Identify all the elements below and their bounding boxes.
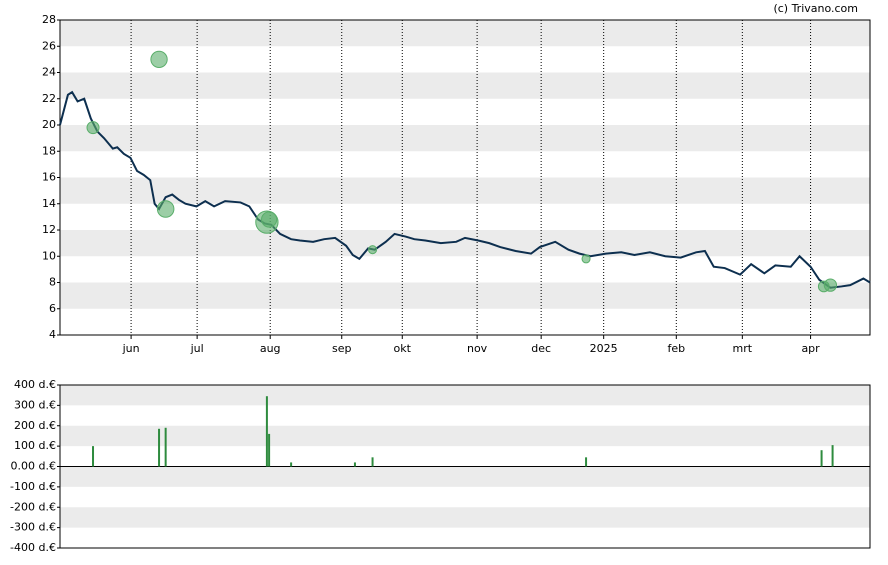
- y-tick-label: 20: [42, 118, 56, 131]
- y-tick-label: -400 d.€: [10, 541, 56, 554]
- grid-band: [60, 177, 870, 204]
- bar: [265, 396, 268, 467]
- grid-band: [60, 507, 870, 528]
- bar: [268, 433, 271, 467]
- x-tick-label: okt: [394, 342, 412, 355]
- bar: [158, 428, 161, 467]
- credit: (c) Trivano.com: [773, 2, 858, 15]
- x-tick-label: nov: [467, 342, 488, 355]
- y-tick-label: 8: [49, 276, 56, 289]
- bar: [290, 462, 293, 467]
- trade-bubble: [823, 278, 838, 292]
- y-tick-label: 28: [42, 13, 56, 26]
- x-tick-label: mrt: [733, 342, 753, 355]
- x-tick-label: jul: [190, 342, 204, 355]
- y-tick-label: 14: [42, 197, 56, 210]
- y-tick-label: 4: [49, 328, 56, 341]
- y-tick-label: 200 d.€: [14, 419, 56, 432]
- y-tick-label: 0.00 d.€: [11, 460, 56, 473]
- grid-band: [60, 72, 870, 99]
- y-tick-label: 12: [42, 223, 56, 236]
- bar: [371, 457, 374, 467]
- y-tick-label: 10: [42, 249, 56, 262]
- y-tick-label: -200 d.€: [10, 500, 56, 513]
- grid-band: [60, 20, 870, 47]
- bar: [831, 445, 834, 467]
- y-tick-label: 26: [42, 39, 56, 52]
- x-tick-label: feb: [667, 342, 685, 355]
- price-line: [59, 90, 871, 289]
- trade-bubble: [261, 211, 278, 228]
- grid-band: [60, 425, 870, 447]
- y-tick-label: 300 d.€: [14, 398, 56, 411]
- y-tick-label: 22: [42, 92, 56, 105]
- grid-band: [60, 466, 870, 487]
- bar: [353, 462, 356, 467]
- grid-band: [60, 125, 870, 152]
- plot-frame: [59, 19, 871, 336]
- x-tick-label: dec: [531, 342, 551, 355]
- bar: [585, 457, 588, 467]
- grid-band: [60, 230, 870, 257]
- x-tick-label: sep: [332, 342, 351, 355]
- x-tick-label: apr: [801, 342, 820, 355]
- trade-bubble: [86, 121, 100, 135]
- x-tick-label: 2025: [590, 342, 618, 355]
- bar: [92, 446, 95, 467]
- trade-bubble: [150, 50, 168, 69]
- y-tick-label: 400 d.€: [14, 378, 56, 391]
- y-tick-label: 100 d.€: [14, 439, 56, 452]
- y-tick-label: 18: [42, 144, 56, 157]
- trade-bubble: [368, 245, 378, 255]
- bar: [820, 450, 823, 467]
- y-tick-label: -100 d.€: [10, 480, 56, 493]
- y-tick-label: 16: [42, 171, 56, 184]
- trade-bubble: [156, 200, 175, 218]
- bar: [164, 427, 167, 467]
- y-tick-label: 24: [42, 66, 56, 79]
- grid-band: [60, 282, 870, 309]
- trade-bubble: [581, 254, 591, 264]
- x-tick-label: aug: [260, 342, 281, 355]
- grid-band: [60, 385, 870, 406]
- y-tick-label: -300 d.€: [10, 521, 56, 534]
- y-tick-label: 6: [49, 302, 56, 315]
- x-tick-label: jun: [122, 342, 140, 355]
